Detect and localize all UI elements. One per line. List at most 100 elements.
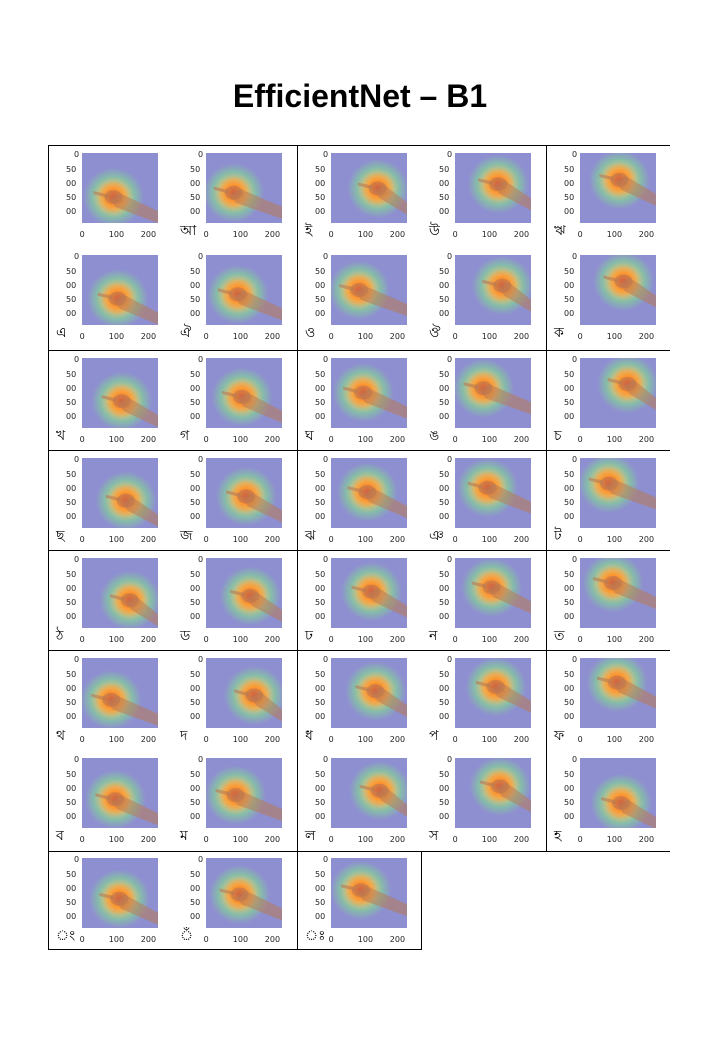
x-tick-label: 200	[264, 535, 281, 544]
sign-letter-label: ত	[554, 628, 565, 644]
hand-silhouette	[230, 588, 282, 622]
sign-letter-label: প	[429, 728, 439, 744]
palm-shape	[226, 787, 245, 802]
sign-letter-label: ঙ	[429, 428, 440, 444]
finger-shape	[351, 585, 367, 593]
x-tick-label: 0	[328, 835, 334, 844]
x-tick-label: 100	[357, 835, 374, 844]
heatmap-cell: 0 50 00 50 00 0 100 200 ড	[172, 550, 296, 650]
y-tick-label: 00	[564, 179, 575, 188]
y-tick-label: 0	[447, 150, 453, 159]
hand-silhouette	[221, 389, 282, 423]
y-tick-label: 50	[315, 398, 326, 407]
y-tick-label: 0	[323, 355, 329, 364]
gradcam-heatmap	[82, 153, 158, 223]
sign-letter-label: ও	[305, 325, 316, 341]
x-tick-label: 200	[389, 230, 406, 239]
palm-shape	[354, 385, 373, 400]
sign-letter-label: ন	[429, 628, 438, 644]
palm-shape	[102, 692, 121, 707]
y-tick-label: 0	[74, 252, 80, 261]
gradcam-heatmap	[206, 458, 282, 528]
hand-silhouette	[351, 584, 407, 618]
finger-shape	[101, 395, 117, 403]
x-tick-label: 100	[108, 535, 125, 544]
x-tick-label: 200	[140, 535, 157, 544]
finger-shape	[234, 689, 250, 697]
sign-letter-label: এ	[56, 325, 67, 341]
y-tick-label: 0	[447, 355, 453, 364]
x-tick-label: 100	[232, 535, 249, 544]
sign-letter-label: ল	[305, 828, 316, 844]
heatmap-cell: 0 50 00 50 00 0 100 200ঃ	[297, 850, 421, 950]
y-tick-label: 00	[315, 712, 326, 721]
sign-letter-label: চ	[554, 428, 562, 444]
y-tick-label: 00	[66, 812, 77, 821]
grid-line-bottom	[48, 949, 422, 950]
x-tick-label: 0	[79, 435, 85, 444]
x-tick-label: 200	[513, 735, 530, 744]
x-tick-label: 200	[140, 835, 157, 844]
finger-shape	[105, 494, 121, 502]
grid-line-v2	[546, 145, 547, 852]
x-tick-label: 200	[264, 835, 281, 844]
hand-silhouette	[101, 394, 158, 428]
hand-silhouette	[467, 480, 531, 514]
hand-silhouette	[217, 287, 282, 321]
heatmap-cell: 0 50 00 50 00 0 100 200 ঔ	[421, 247, 545, 347]
y-tick-label: 00	[315, 912, 326, 921]
gradcam-heatmap	[455, 255, 531, 325]
y-tick-label: 0	[74, 655, 80, 664]
y-tick-label: 00	[66, 712, 77, 721]
x-tick-label: 100	[232, 835, 249, 844]
y-tick-label: 0	[74, 855, 80, 864]
y-tick-label: 00	[315, 207, 326, 216]
sign-letter-label: ঔ	[429, 325, 441, 341]
y-tick-label: 00	[190, 684, 201, 693]
sign-letter-label: দ	[180, 728, 188, 744]
finger-shape	[215, 788, 231, 796]
heatmap-cell: 0 50 00 50 00 0 100 200 উ	[421, 145, 545, 245]
x-tick-label: 200	[264, 230, 281, 239]
x-tick-label: 100	[481, 230, 498, 239]
hand-silhouette	[601, 796, 656, 828]
y-tick-label: 50	[439, 398, 450, 407]
y-tick-label: 50	[439, 370, 450, 379]
x-tick-label: 200	[264, 735, 281, 744]
gradcam-heatmap	[82, 255, 158, 325]
y-tick-label: 50	[66, 267, 77, 276]
grid-line-h5	[48, 851, 670, 852]
heatmap-cell: 0 50 00 50 00 0 100 200	[48, 145, 172, 245]
x-tick-label: 200	[638, 535, 655, 544]
hand-silhouette	[588, 476, 656, 510]
palm-shape	[493, 278, 512, 293]
x-tick-label: 100	[481, 535, 498, 544]
x-tick-label: 200	[264, 332, 281, 341]
finger-shape	[343, 386, 359, 394]
y-tick-label: 0	[198, 655, 204, 664]
x-tick-label: 100	[357, 935, 374, 944]
x-tick-label: 0	[203, 435, 209, 444]
y-tick-label: 00	[190, 484, 201, 493]
finger-shape	[340, 884, 356, 892]
y-tick-label: 50	[315, 870, 326, 879]
x-tick-label: 0	[79, 635, 85, 644]
x-tick-label: 200	[513, 332, 530, 341]
x-tick-label: 100	[108, 735, 125, 744]
y-tick-label: 0	[198, 755, 204, 764]
y-tick-label: 00	[564, 784, 575, 793]
sign-letter-label: ঝ	[305, 528, 316, 544]
y-tick-label: 50	[190, 870, 201, 879]
heatmap-cell: 0 50 00 50 00 0 100 200 চ	[546, 350, 670, 450]
y-tick-label: 50	[190, 798, 201, 807]
y-tick-label: 00	[315, 584, 326, 593]
y-tick-label: 0	[323, 150, 329, 159]
sign-letter-label: ঞ	[429, 528, 444, 544]
palm-shape	[232, 389, 251, 404]
sign-letter-label: ট	[554, 528, 562, 544]
x-tick-label: 200	[264, 935, 281, 944]
x-tick-label: 0	[328, 435, 334, 444]
x-tick-label: 100	[606, 230, 623, 239]
y-tick-label: 50	[66, 193, 77, 202]
